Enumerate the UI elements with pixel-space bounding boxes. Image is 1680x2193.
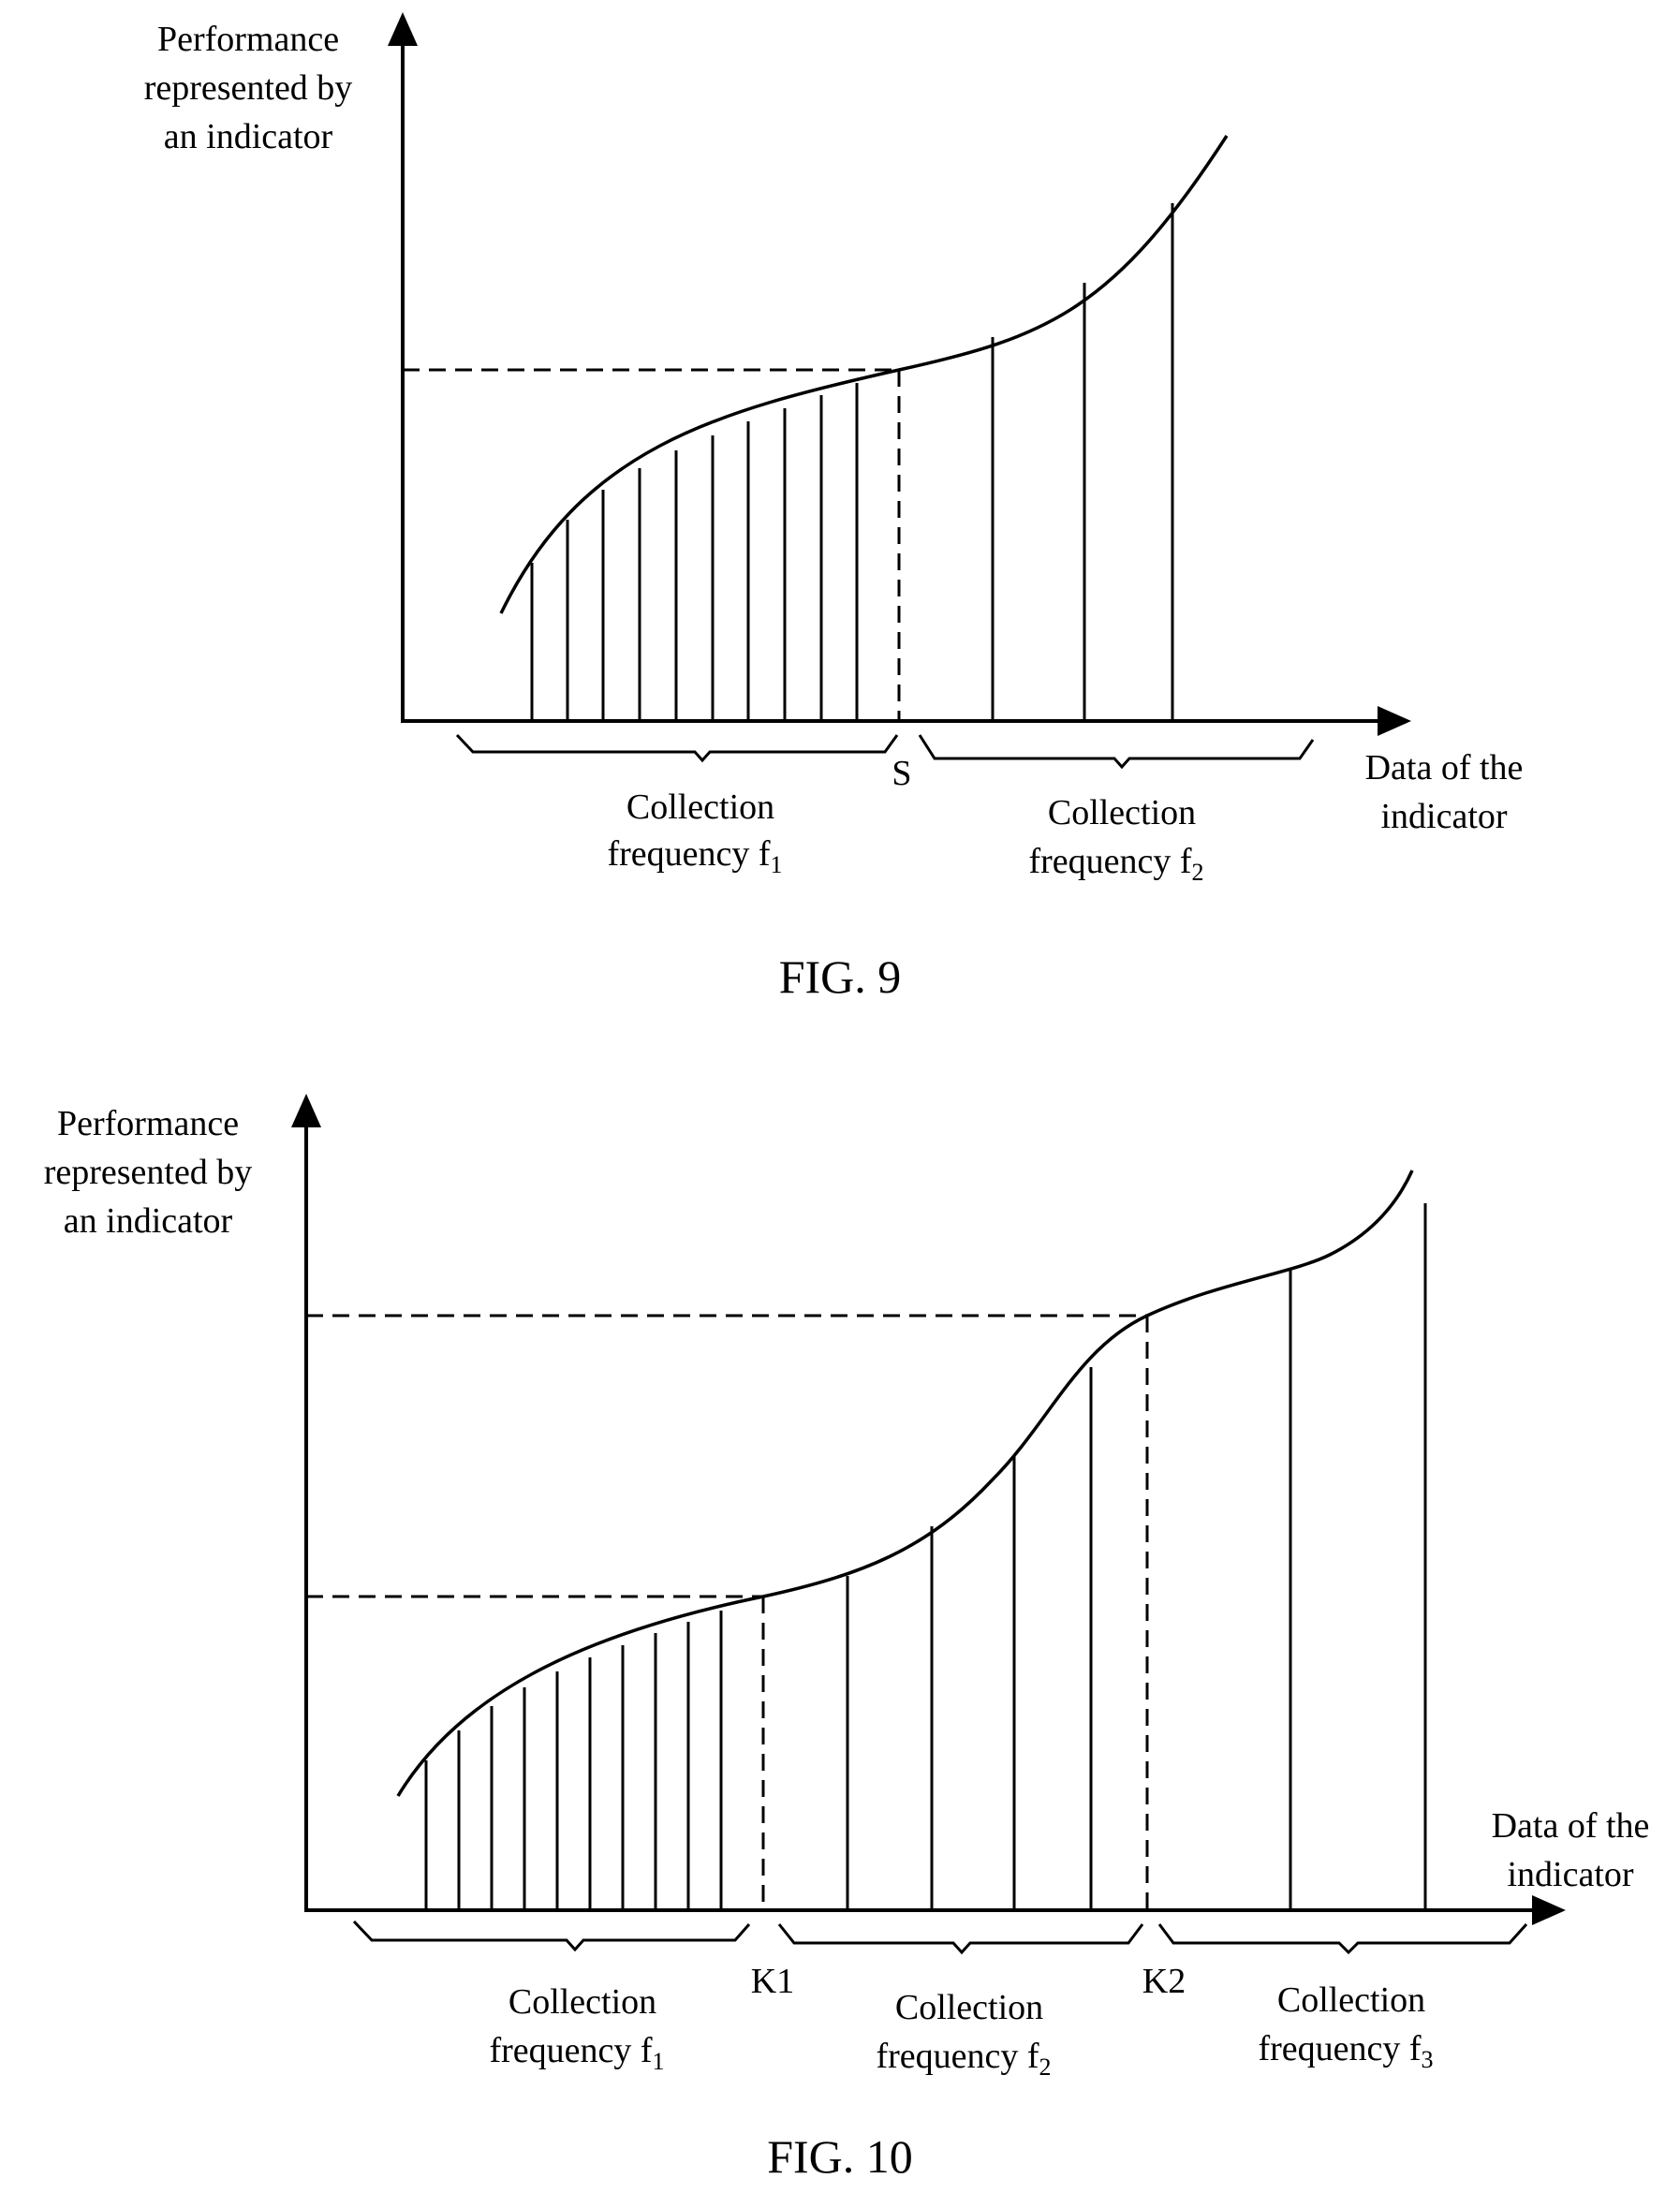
fig9-y-axis-label-line3: an indicator [164,117,333,156]
fig10-caption: FIG. 10 [767,2130,913,2183]
fig10-samples-f3 [1289,1203,1427,1910]
fig10-range3-subscript: 3 [1422,2046,1434,2073]
fig10-range3-label-line1: Collection [1277,1980,1425,2020]
fig10-y-axis-label-line2: represented by [44,1153,253,1192]
fig9-range1-label-line1: Collection [626,787,774,827]
fig10-range1-frequency-text: frequency f [489,2031,652,2070]
fig10-range1-label-line2: frequency f1 [489,2031,664,2075]
fig10-y-axis-label-line1: Performance [57,1104,239,1143]
fig10-brace-range2 [777,1923,1144,1955]
fig10-range2-label-line2: frequency f2 [876,2037,1051,2081]
fig9-brace-range1 [455,733,899,763]
fig10-range2-label-line1: Collection [895,1988,1043,2027]
fig10-range3-frequency-text: frequency f [1258,2029,1421,2068]
fig10-range1-label-line1: Collection [508,1982,656,2022]
fig10-brace-range3 [1157,1922,1528,1955]
fig10-performance-curve [396,1170,1414,1797]
fig9-y-axis-label-line1: Performance [157,20,339,59]
fig10-brace-range1 [352,1920,751,1952]
fig9-x-axis-label-line1: Data of the [1365,748,1524,787]
fig9-axes [388,12,1411,736]
fig9-performance-curve [499,135,1229,614]
fig9-range2-label-line2: frequency f2 [1028,842,1203,886]
fig9-samples-f1 [530,383,859,721]
fig9-range1-subscript: 1 [771,851,783,878]
fig9-threshold-label-s: S [892,754,911,793]
fig10-x-axis-label-line1: Data of the [1492,1806,1650,1846]
fig10-threshold-label-k2: K2 [1142,1962,1186,2001]
fig9-range1-frequency-text: frequency f [607,834,770,874]
fig10-samples-f2 [846,1367,1093,1910]
fig9-diagram: Performance represented by an indicator [144,12,1524,1003]
fig10-x-axis-label-line2: indicator [1507,1855,1633,1894]
fig10-threshold-label-k1: K1 [751,1962,794,2001]
fig10-range2-subscript: 2 [1039,2053,1052,2081]
fig10-range2-frequency-text: frequency f [876,2037,1039,2076]
fig9-range2-subscript: 2 [1192,859,1204,886]
fig10-axes [291,1094,1566,1925]
fig9-range2-label-line1: Collection [1048,793,1196,832]
fig9-y-axis-label-line2: represented by [144,68,353,108]
fig9-brace-range2 [918,734,1315,770]
fig9-samples-f2 [991,203,1174,721]
fig10-samples-f1 [424,1611,723,1910]
fig9-range1-label-line2: frequency f1 [607,834,782,878]
fig10-range3-label-line2: frequency f3 [1258,2029,1433,2073]
fig9-caption: FIG. 9 [779,950,902,1003]
fig10-range1-subscript: 1 [653,2048,665,2075]
fig10-y-axis-label-line3: an indicator [64,1201,233,1241]
fig9-range2-frequency-text: frequency f [1028,842,1191,881]
fig10-diagram: Performance represented by an indicator [44,1094,1650,2183]
fig9-x-axis-label-line2: indicator [1380,797,1507,836]
